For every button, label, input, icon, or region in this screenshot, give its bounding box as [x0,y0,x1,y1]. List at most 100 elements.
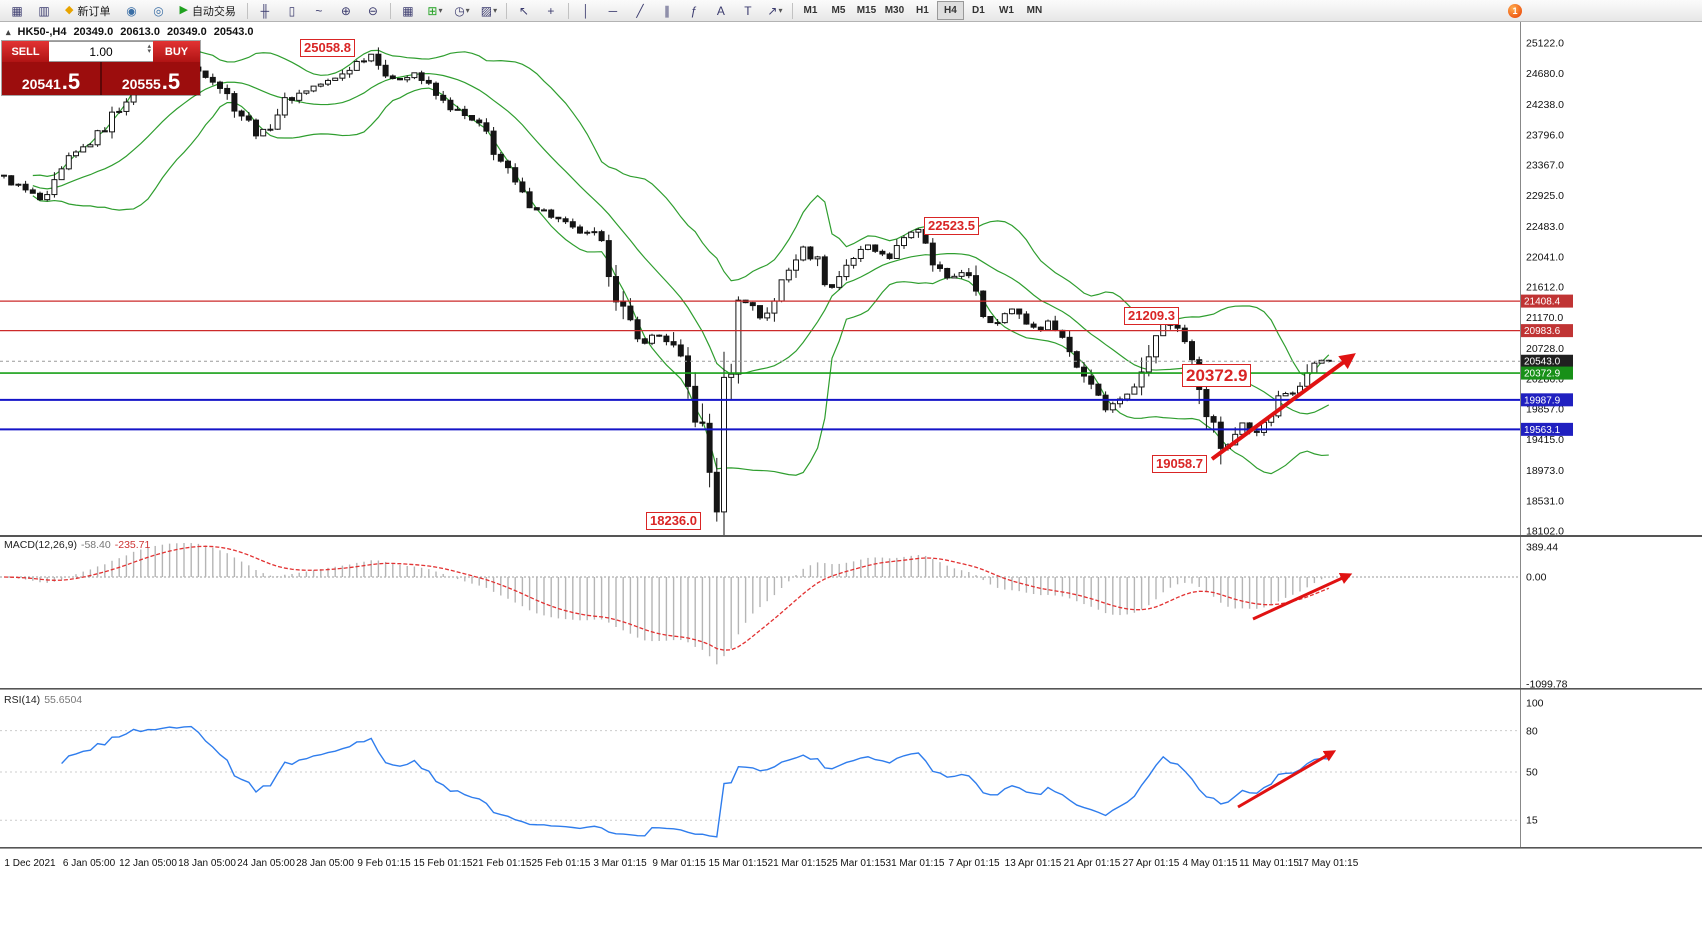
time-axis-label[interactable]: 25 Feb 01:15 [532,858,591,869]
candlestick-icon[interactable]: ▯ [279,1,305,21]
time-axis-label[interactable]: 12 Jan 05:00 [119,858,177,869]
zoom-in-icon[interactable]: ⊕ [333,1,359,21]
profiles-icon[interactable]: ▥ [31,1,57,21]
equidistant-channel-icon[interactable]: ∥ [654,1,680,21]
data-window-icon[interactable]: ◎ [145,1,171,21]
time-axis-label[interactable]: 21 Apr 01:15 [1064,858,1121,869]
price-tag-text: 21408.4 [1524,297,1561,308]
time-axis-label[interactable]: 17 May 01:15 [1298,858,1359,869]
text-label-icon: T [744,3,752,18]
time-axis-label[interactable]: 9 Feb 01:15 [357,858,411,869]
templates-icon[interactable]: ▨ ▾ [476,1,502,21]
macd-label: MACD(12,26,9) -58.40 -235.71 [4,539,150,551]
time-axis-label[interactable]: 1 Dec 2021 [4,858,56,869]
timeframe-w1[interactable]: W1 [998,5,1014,16]
panel-separator[interactable] [0,847,1702,849]
timeframe-h4[interactable]: H4 [936,1,964,20]
spinner-down-icon[interactable]: ▾ [147,48,151,56]
time-axis-label[interactable]: 21 Feb 01:15 [473,858,532,869]
macd-signal-value: -235.71 [114,539,151,551]
price-tag [1521,294,1573,308]
buy-button[interactable]: BUY [153,41,200,62]
timeframe-m15[interactable]: M15 [856,5,877,16]
fibonacci-icon[interactable]: ƒ [681,1,707,21]
time-axis-label[interactable]: 21 Mar 01:15 [768,858,827,869]
price-tag [1521,422,1573,436]
price-axis-label: 18973.0 [1526,465,1564,477]
time-axis-label[interactable]: 15 Feb 01:15 [414,858,473,869]
toolbar-separator [389,2,391,19]
time-axis-label[interactable]: 7 Apr 01:15 [948,858,1000,869]
text-icon: A [716,3,725,18]
arrows-icon[interactable]: ↗ ▾ [762,1,788,21]
horizontal-line-icon[interactable]: ─ [600,1,626,21]
time-axis-label[interactable]: 9 Mar 01:15 [652,858,706,869]
time-axis-label[interactable]: 25 Mar 01:15 [827,858,886,869]
trend-arrow[interactable] [1210,353,1356,461]
timeframe-h1[interactable]: H1 [916,5,929,16]
candlestick-icon: ▯ [288,3,296,18]
text-icon[interactable]: A [708,1,734,21]
price-tag-text: 19563.1 [1524,425,1561,436]
buy-price[interactable]: 20555.5 [100,62,200,95]
time-axis-label[interactable]: 27 Apr 01:15 [1123,858,1180,869]
crosshair-icon[interactable]: + [538,1,564,21]
dropdown-arrow-icon: ▾ [438,6,443,15]
profiles-icon: ▥ [38,3,50,18]
new-chart-icon[interactable]: ▦ [4,1,30,21]
spinner-up-icon[interactable]: ▴ [147,43,151,50]
tile-windows-icon[interactable]: ▦ [395,1,421,21]
timeframe-d1[interactable]: D1 [972,5,985,16]
tile-windows-icon: ▦ [402,3,414,18]
volume-spinner[interactable]: ▴ ▾ [147,43,151,56]
timeframe-mn[interactable]: MN [1026,5,1043,16]
bollinger-lower [32,87,1329,476]
collapse-icon[interactable]: ▴ [6,26,11,37]
timeframe-m1[interactable]: M1 [803,5,818,16]
volume-input[interactable]: 1.00 ▴ ▾ [49,41,153,62]
panel-separator[interactable] [0,688,1702,690]
time-axis-label[interactable]: 15 Mar 01:15 [709,858,768,869]
price-tag-text: 20372.9 [1524,369,1561,380]
price-axis-label: 23796.0 [1526,130,1564,142]
price-tag [1521,324,1573,338]
ohlc-open: 20349.0 [73,26,114,38]
new-order-button[interactable]: ◆ 新订单 [58,1,117,21]
time-axis-label[interactable]: 3 Mar 01:15 [593,858,647,869]
trendline-icon[interactable]: ╱ [627,1,653,21]
market-watch-icon[interactable]: ◉ [118,1,144,21]
bar-chart-icon[interactable]: ╫ [252,1,278,21]
notification-badge[interactable]: 1 [1508,3,1522,18]
time-axis-label[interactable]: 18 Jan 05:00 [178,858,236,869]
vertical-line-icon[interactable]: │ [573,1,599,21]
trend-arrow[interactable] [1252,573,1353,621]
time-axis-label[interactable]: 13 Apr 01:15 [1005,858,1062,869]
zoom-out-icon[interactable]: ⊖ [360,1,386,21]
autotrade-button[interactable]: ▶ 自动交易 [172,1,242,21]
new-order-button-label: 新订单 [77,5,111,18]
time-axis-label[interactable]: 11 May 01:15 [1239,858,1299,869]
line-chart-icon[interactable]: ~ [306,1,332,21]
time-axis-label[interactable]: 24 Jan 05:00 [237,858,295,869]
sell-button[interactable]: SELL [2,41,49,62]
panel-separator[interactable] [0,535,1702,537]
sell-price-int: 20541 [21,76,61,92]
trend-arrow[interactable] [1237,750,1337,809]
time-axis-label[interactable]: 4 May 01:15 [1182,858,1237,869]
text-label-icon[interactable]: T [735,1,761,21]
time-axis-label[interactable]: 6 Jan 05:00 [63,858,116,869]
macd-scale-label: 0.00 [1526,572,1547,584]
price-axis-label: 22925.0 [1526,190,1564,202]
periods-icon[interactable]: ◷ ▾ [449,1,475,21]
price-tag-text: 20543.0 [1524,357,1561,368]
sell-price[interactable]: 20541.5 [2,62,100,95]
cursor-icon[interactable]: ↖ [511,1,537,21]
ohlc-low: 20349.0 [166,26,207,38]
time-axis-label[interactable]: 28 Jan 05:00 [296,858,354,869]
timeframe-m5[interactable]: M5 [831,5,846,16]
indicators-icon[interactable]: ⊞ ▾ [422,1,448,21]
bar-chart-icon: ╫ [260,3,270,18]
time-axis-label[interactable]: 31 Mar 01:15 [886,858,945,869]
timeframe-m30[interactable]: M30 [884,5,905,16]
